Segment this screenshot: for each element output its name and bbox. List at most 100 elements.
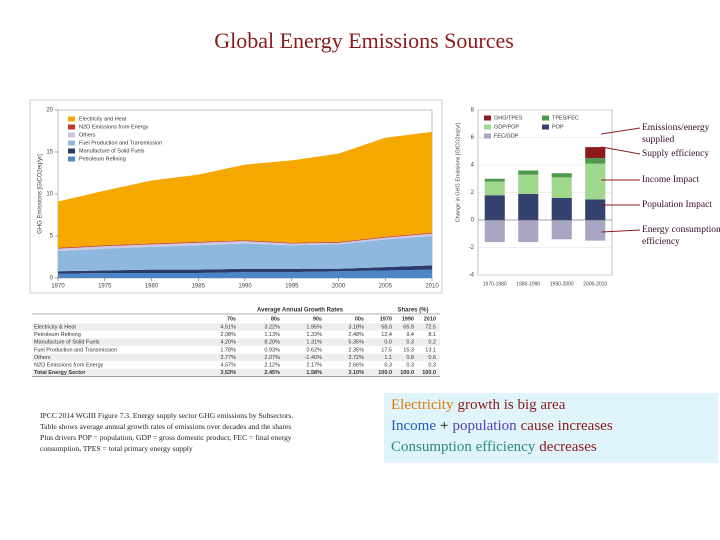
table-cell: Fuel Production and Transmission [34, 347, 117, 353]
table-cell: 3.22% [264, 324, 280, 330]
legend-swatch [68, 140, 75, 146]
y-tick-label: 10 [46, 192, 53, 198]
table-cell: 9.4 [406, 332, 414, 338]
summary-line: Electricity growth is big area [391, 397, 566, 413]
table-cell: 4.51% [220, 324, 236, 330]
legend-swatch [68, 132, 75, 138]
legend-swatch [68, 148, 75, 154]
y-tick-label: 0 [471, 218, 475, 224]
table-cell: 2.66% [348, 362, 364, 368]
bar-segment [484, 181, 505, 196]
area-series [58, 236, 432, 272]
legend-label: GDP/POP [494, 124, 519, 130]
table-cell: 100.0 [422, 370, 436, 376]
figure-caption: IPCC 2014 WGIII Figure 7.3. Energy suppl… [40, 411, 293, 420]
table-cell: 0.3 [406, 362, 414, 368]
legend-swatch [68, 116, 75, 122]
table-cell: 65.9 [403, 324, 414, 330]
y-tick-label: 0 [50, 276, 54, 282]
y-tick-label: 6 [471, 135, 475, 141]
table-cell: 2.17% [306, 362, 322, 368]
table-cell: 17.5 [381, 347, 392, 353]
table-cell: 3.72% [348, 355, 364, 361]
y-tick-label: 4 [471, 163, 475, 169]
callout-label: efficiency [642, 236, 680, 247]
table-cell: 8.1 [428, 332, 436, 338]
bar-segment [585, 199, 606, 220]
summary-line: Income + population cause increases [391, 418, 613, 434]
bar-segment [518, 220, 539, 242]
table-cell: -1.40% [305, 355, 323, 361]
bar-segment [484, 195, 505, 220]
legend-label: Manufacture of Solid Fuels [79, 148, 145, 154]
summary-segment: Electricity [391, 397, 454, 413]
legend-swatch [484, 115, 491, 121]
table-group-header: Average Annual Growth Rates [257, 308, 344, 314]
bar-segment [585, 220, 606, 241]
x-tick-label: 1995 [285, 284, 299, 290]
legend-swatch [68, 124, 75, 130]
x-tick-label: 2010 [425, 284, 439, 290]
summary-segment: population [452, 418, 517, 434]
table-cell: 2.48% [348, 332, 364, 338]
table-group-header: Shares (%) [397, 308, 428, 314]
table-cell: 1.95% [306, 324, 322, 330]
bar-segment [518, 174, 539, 194]
table-cell: Others [34, 355, 51, 361]
summary-box [384, 393, 718, 463]
callout-label: Energy consumption [642, 225, 720, 235]
summary-line: Consumption efficiency decreases [391, 439, 597, 455]
table-cell: Electricity & Heat [34, 324, 76, 330]
area-series [58, 233, 432, 252]
summary-segment: decreases [539, 439, 597, 455]
bar-segment [551, 173, 572, 178]
callout-label: Population Impact [642, 200, 712, 210]
bar-segment [585, 163, 606, 200]
table-column-header: 80s [271, 316, 280, 322]
table-row-bg [32, 323, 440, 331]
x-tick-label: 1970-1980 [483, 281, 507, 287]
table-cell: 0.3 [428, 362, 436, 368]
table-row-bg [32, 368, 440, 377]
table-cell: 0.62% [306, 347, 322, 353]
callout-label: supplied [642, 135, 674, 145]
x-tick-label: 2000 [332, 284, 346, 290]
table-cell: 3.53% [220, 370, 236, 376]
bar-segment [585, 147, 606, 159]
area-series [58, 232, 432, 249]
table-cell: 100.0 [400, 370, 414, 376]
y-tick-label: -4 [469, 273, 475, 279]
table-cell: 1.1 [384, 355, 392, 361]
table-cell: 3.10% [348, 370, 364, 376]
table-cell: 1.13% [264, 332, 280, 338]
table-cell: 1.58% [306, 370, 322, 376]
table-cell: 0.93% [264, 347, 280, 353]
legend-label: N2O Emissions from Energy [79, 124, 149, 130]
y-tick-label: 2 [471, 190, 475, 196]
table-cell: Manufacture of Solid Fuels [34, 340, 100, 346]
summary-segment: cause increases [521, 418, 613, 434]
legend-box [64, 113, 174, 167]
x-tick-label: 1990-2000 [550, 281, 574, 287]
y-axis-label: Change in GHG Emissions [GtCO2eq/yr] [455, 122, 461, 222]
table-cell: 72.5 [425, 324, 436, 330]
y-tick-label: 15 [46, 150, 53, 156]
table-cell: 2.07% [264, 355, 280, 361]
table-cell: 5.35% [348, 340, 364, 346]
table-cell: 0.2 [428, 340, 436, 346]
table-cell: 1.33% [306, 332, 322, 338]
legend-swatch [68, 156, 75, 162]
table-cell: 0.3 [406, 340, 414, 346]
x-tick-label: 1975 [98, 284, 112, 290]
y-tick-label: 20 [46, 108, 53, 114]
figure-caption: Plus drivers POP = population, GDP = gro… [40, 433, 292, 442]
y-tick-label: 8 [471, 108, 475, 114]
area-series [58, 265, 432, 274]
bar-segment [484, 220, 505, 242]
legend-label: POP [552, 124, 564, 130]
callout-label: Income Impact [642, 175, 700, 185]
legend-label: Others [79, 132, 96, 138]
summary-segment: growth is big area [457, 397, 565, 413]
y-axis-label: GHG Emissions [GtCO2eq/yr] [38, 154, 44, 234]
